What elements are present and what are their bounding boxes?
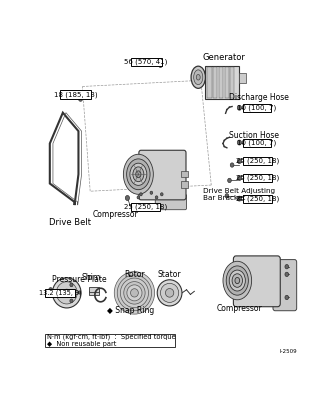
Circle shape [155,196,158,199]
Circle shape [78,291,81,294]
Ellipse shape [56,282,77,304]
Bar [239,73,246,84]
Text: 18 (185, 13): 18 (185, 13) [54,91,98,98]
Text: ◆ Snap Ring: ◆ Snap Ring [107,306,154,315]
Text: Stator: Stator [158,270,181,279]
Bar [243,174,272,182]
Bar [45,288,75,296]
Text: Discharge Hose: Discharge Hose [229,93,289,102]
Circle shape [237,140,242,145]
Text: 56 (570, 41): 56 (570, 41) [124,59,168,66]
Bar [205,66,239,99]
Bar [181,181,188,188]
Ellipse shape [235,278,240,284]
Circle shape [237,176,242,180]
Ellipse shape [194,70,203,85]
Circle shape [237,196,242,201]
Bar [89,287,99,292]
Bar [243,157,272,165]
Ellipse shape [127,159,150,190]
Text: Compressor: Compressor [217,304,263,313]
Ellipse shape [52,278,81,308]
Text: Generator: Generator [202,53,245,62]
Text: Drive Belt Adjusting
Bar Bracket: Drive Belt Adjusting Bar Bracket [204,188,276,201]
Text: 10 (100, 7): 10 (100, 7) [237,104,276,111]
Text: Drive Belt: Drive Belt [48,218,90,226]
Circle shape [140,193,142,196]
FancyBboxPatch shape [139,150,186,200]
Bar [219,68,223,98]
Circle shape [285,295,289,300]
Bar [181,170,188,177]
Text: Rotor: Rotor [124,270,145,279]
Ellipse shape [136,171,141,178]
Circle shape [161,193,163,196]
Bar [243,195,272,203]
Circle shape [225,194,229,198]
Circle shape [230,163,234,167]
Circle shape [125,196,129,200]
Bar [243,104,270,112]
Bar [230,68,235,98]
Ellipse shape [161,283,179,302]
Text: Compressor: Compressor [93,210,138,219]
Circle shape [78,96,83,101]
Circle shape [70,283,73,287]
Text: 25 (250, 18): 25 (250, 18) [236,195,279,202]
Circle shape [285,272,289,276]
Bar [45,334,175,347]
Bar [224,68,229,98]
Circle shape [158,62,163,68]
Ellipse shape [191,66,205,88]
Text: 25 (250, 18): 25 (250, 18) [236,175,279,181]
Text: N·m (kgf·cm, ft·lbf)  :  Specified torque: N·m (kgf·cm, ft·lbf) : Specified torque [47,334,176,340]
Ellipse shape [124,282,145,304]
Circle shape [285,264,289,269]
Bar [243,138,270,146]
Text: I-2509: I-2509 [280,348,297,354]
FancyBboxPatch shape [155,194,186,210]
Ellipse shape [157,280,182,306]
Circle shape [150,191,153,194]
Ellipse shape [232,274,243,287]
Circle shape [70,299,73,303]
Text: 10 (100, 7): 10 (100, 7) [237,139,276,146]
Text: 25 (250, 18): 25 (250, 18) [236,158,279,164]
FancyBboxPatch shape [234,256,280,307]
Ellipse shape [63,289,70,296]
FancyBboxPatch shape [273,260,297,311]
Ellipse shape [226,266,248,295]
Ellipse shape [117,275,152,311]
Bar [130,58,162,66]
Bar [60,90,91,99]
Ellipse shape [223,261,252,300]
Ellipse shape [196,74,200,80]
Ellipse shape [165,288,174,297]
Circle shape [49,288,52,292]
Text: 25 (250, 18): 25 (250, 18) [124,204,167,210]
Text: Shim: Shim [82,273,101,282]
Ellipse shape [114,272,155,314]
Text: Suction Hose: Suction Hose [229,131,280,140]
Text: ◆  Non reusable part: ◆ Non reusable part [47,341,117,347]
Text: Pressure Plate: Pressure Plate [52,274,107,284]
Ellipse shape [130,289,138,297]
Ellipse shape [120,278,149,308]
Circle shape [237,105,242,110]
Ellipse shape [133,167,144,182]
Ellipse shape [130,163,147,185]
Text: 13.2 (135, 9): 13.2 (135, 9) [39,289,81,296]
Circle shape [228,178,231,182]
Ellipse shape [127,285,142,301]
Bar [207,68,212,98]
Bar [89,291,99,295]
Circle shape [137,196,140,199]
Ellipse shape [229,270,245,291]
Circle shape [56,291,59,295]
Bar [213,68,217,98]
Bar [130,203,161,211]
Ellipse shape [123,154,153,194]
Circle shape [237,158,242,164]
